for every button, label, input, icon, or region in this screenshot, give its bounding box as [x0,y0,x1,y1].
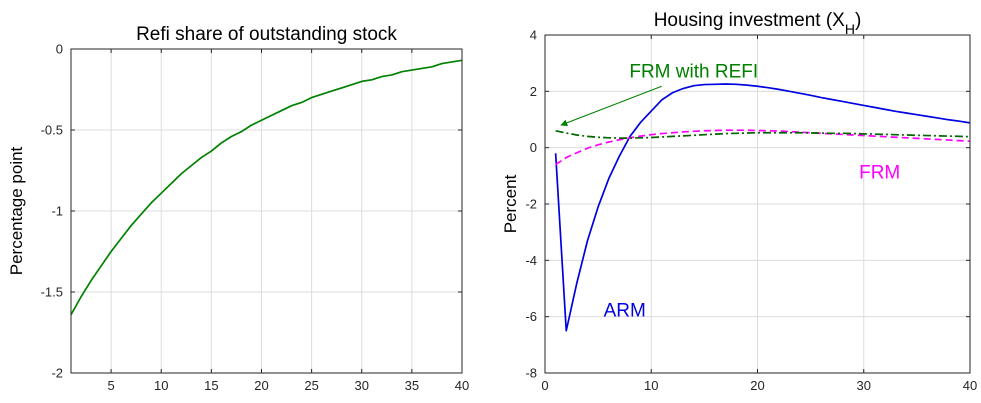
housing-y-tick-label: 0 [530,140,537,155]
refi-x-tick-label: 30 [355,378,369,393]
refi-x-tick-label: 25 [304,378,318,393]
arm-series-line [554,83,971,332]
refi-x-tick-label: 20 [254,378,268,393]
refi-y-tick-label: -1 [51,204,63,219]
refi-x-tick-label: 5 [107,378,114,393]
refi-share-chart: 5 10 15 20 25 30 35 40 -2 -1.5 -1 -0.5 0 Refi share o… [7,24,469,393]
refi-y-tick-label: -2 [51,366,63,381]
annotation-arrow [560,85,662,127]
housing-y-tick-label: -6 [525,309,537,324]
frm-with-refi-series-line [555,129,971,139]
refi-x-tick-label: 35 [405,378,419,393]
housing-y-tick-label: -4 [525,253,537,268]
refi-y-axis-label: Percentage point [7,146,26,275]
refi-chart-title: Refi share of outstanding stock [136,24,397,45]
refi-x-tick-label: 15 [204,378,218,393]
refi-y-tick-label: -1.5 [41,285,63,300]
refi-axes-box [70,48,463,374]
arm-annotation: ARM [604,301,646,322]
refi-y-tick-label: 0 [56,42,63,57]
housing-y-axis-label: Percent [501,174,520,233]
refi-x-tick-label: 40 [455,378,469,393]
housing-investment-chart: 0 10 20 30 40 -8 -6 -4 -2 0 2 4 Housing investment (… [501,10,977,393]
housing-x-tick-label: 20 [750,378,764,393]
refi-series-line [70,59,463,316]
housing-x-tick-label: 30 [857,378,871,393]
frm-annotation: FRM [859,163,900,184]
housing-x-tick-label: 10 [644,378,658,393]
frm-series-line [555,129,971,166]
refi-y-tick-label: -0.5 [41,123,63,138]
housing-y-tick-label: -8 [525,366,537,381]
housing-x-tick-label: 0 [541,378,548,393]
housing-y-tick-label: -2 [525,197,537,212]
housing-axes-box [544,34,971,374]
housing-y-tick-label: 4 [530,28,537,43]
housing-x-tick-label: 40 [963,378,977,393]
refi-x-tick-label: 10 [154,378,168,393]
frm-with-refi-annotation: FRM with REFI [629,61,758,82]
housing-chart-title: Housing investment (XH) [654,10,862,37]
housing-y-tick-label: 2 [530,84,537,99]
